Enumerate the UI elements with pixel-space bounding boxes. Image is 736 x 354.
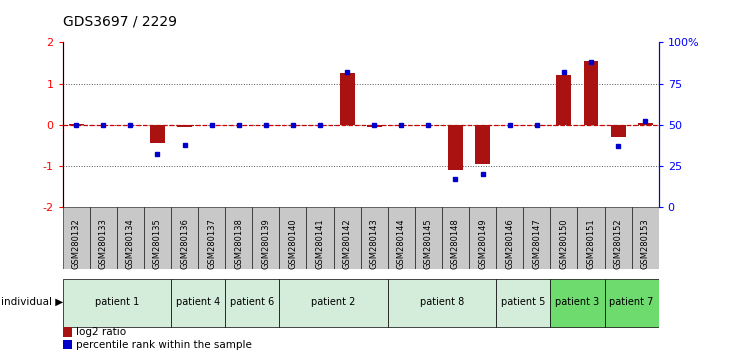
Bar: [63, 340, 71, 349]
Bar: [63, 327, 71, 337]
Text: GSM280148: GSM280148: [451, 218, 460, 269]
Text: GSM280138: GSM280138: [234, 218, 243, 269]
Bar: [63, 207, 90, 269]
Text: GDS3697 / 2229: GDS3697 / 2229: [63, 14, 177, 28]
Text: patient 4: patient 4: [176, 297, 220, 307]
Text: patient 7: patient 7: [609, 297, 654, 307]
Text: GSM280135: GSM280135: [153, 218, 162, 269]
Text: GSM280141: GSM280141: [316, 218, 325, 269]
Text: GSM280132: GSM280132: [71, 218, 81, 269]
Bar: [90, 207, 117, 269]
Text: patient 1: patient 1: [95, 297, 139, 307]
Bar: [448, 125, 463, 170]
Bar: [177, 125, 192, 127]
Text: GSM280151: GSM280151: [587, 218, 595, 269]
Bar: [171, 207, 198, 269]
Text: GSM280152: GSM280152: [614, 218, 623, 269]
Bar: [611, 125, 626, 137]
Text: GSM280140: GSM280140: [289, 218, 297, 269]
Text: GSM280146: GSM280146: [505, 218, 514, 269]
Bar: [333, 207, 361, 269]
Text: GSM280137: GSM280137: [207, 218, 216, 269]
Bar: [442, 207, 469, 269]
Bar: [388, 207, 415, 269]
Bar: [496, 279, 551, 326]
Text: GSM280149: GSM280149: [478, 218, 487, 269]
Text: GSM280134: GSM280134: [126, 218, 135, 269]
Bar: [631, 207, 659, 269]
Bar: [388, 279, 496, 326]
Text: GSM280143: GSM280143: [369, 218, 379, 269]
Bar: [523, 207, 551, 269]
Bar: [225, 207, 252, 269]
Bar: [280, 207, 306, 269]
Bar: [361, 207, 388, 269]
Text: patient 3: patient 3: [555, 297, 600, 307]
Bar: [367, 125, 382, 127]
Text: GSM280147: GSM280147: [532, 218, 541, 269]
Text: percentile rank within the sample: percentile rank within the sample: [76, 339, 252, 349]
Text: GSM280150: GSM280150: [559, 218, 568, 269]
Text: patient 8: patient 8: [420, 297, 464, 307]
Text: GSM280142: GSM280142: [342, 218, 352, 269]
Bar: [469, 207, 496, 269]
Bar: [551, 207, 578, 269]
Bar: [150, 125, 165, 143]
Bar: [578, 207, 604, 269]
Bar: [551, 279, 604, 326]
Bar: [117, 207, 144, 269]
Bar: [604, 279, 659, 326]
Bar: [415, 207, 442, 269]
Bar: [280, 279, 388, 326]
Bar: [144, 207, 171, 269]
Text: GSM280136: GSM280136: [180, 218, 189, 269]
Bar: [252, 207, 280, 269]
Bar: [306, 207, 333, 269]
Text: GSM280133: GSM280133: [99, 218, 107, 269]
Bar: [339, 73, 355, 125]
Bar: [556, 75, 571, 125]
Bar: [496, 207, 523, 269]
Text: patient 2: patient 2: [311, 297, 355, 307]
Text: individual ▶: individual ▶: [1, 297, 64, 307]
Bar: [198, 207, 225, 269]
Text: GSM280145: GSM280145: [424, 218, 433, 269]
Text: GSM280139: GSM280139: [261, 218, 270, 269]
Bar: [475, 125, 490, 164]
Text: patient 5: patient 5: [501, 297, 545, 307]
Bar: [604, 207, 631, 269]
Text: GSM280153: GSM280153: [640, 218, 650, 269]
Text: patient 6: patient 6: [230, 297, 275, 307]
Bar: [584, 61, 598, 125]
Bar: [225, 279, 280, 326]
Bar: [171, 279, 225, 326]
Bar: [68, 124, 84, 125]
Bar: [63, 279, 171, 326]
Text: GSM280144: GSM280144: [397, 218, 406, 269]
Text: log2 ratio: log2 ratio: [76, 327, 126, 337]
Bar: [637, 123, 653, 125]
